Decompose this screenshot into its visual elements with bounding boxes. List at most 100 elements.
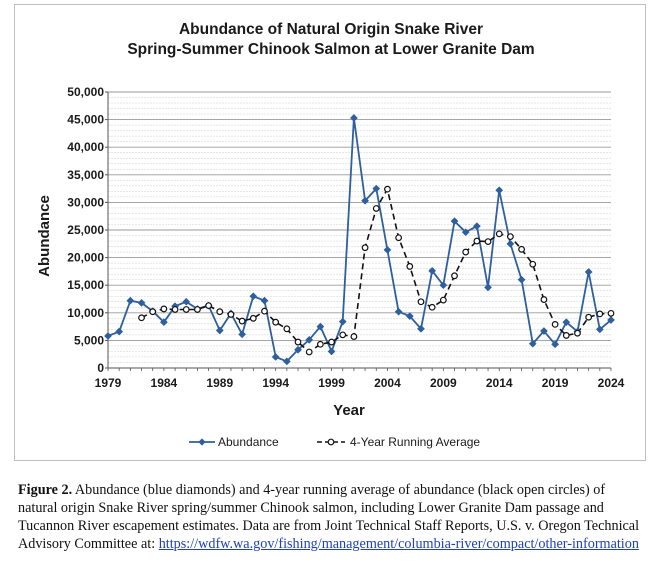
- abundance-point: [506, 239, 515, 248]
- legend-abundance-marker: [198, 438, 206, 446]
- running-average-point: [518, 245, 525, 253]
- x-tick-label: 1994: [262, 376, 289, 390]
- x-tick-label: 1999: [318, 376, 345, 390]
- abundance-point: [528, 339, 537, 348]
- x-tick-label: 1984: [151, 376, 178, 390]
- abundance-point: [472, 222, 481, 231]
- abundance-point: [607, 316, 615, 324]
- running-average-point: [540, 296, 548, 303]
- chart: Abundance of Natural Origin Snake River …: [36, 21, 625, 449]
- x-tick-label: 2024: [598, 376, 625, 390]
- running-average-point: [227, 311, 235, 318]
- abundance-point: [495, 186, 504, 195]
- running-average-point: [261, 307, 268, 315]
- running-average-point: [339, 331, 347, 339]
- abundance-point: [584, 267, 593, 276]
- x-tick-label: 2004: [374, 376, 401, 390]
- y-tick-label: 15,000: [67, 278, 104, 292]
- abundance-point: [182, 297, 191, 306]
- x-tick-label: 2014: [486, 376, 513, 390]
- y-tick-label: 10,000: [67, 306, 104, 320]
- running-average-point: [428, 303, 436, 311]
- caption-text: Abundance (blue diamonds) and 4-year run…: [18, 482, 640, 552]
- abundance-point: [417, 324, 425, 333]
- y-tick-label: 40,000: [67, 140, 104, 154]
- x-tick-label: 2019: [542, 376, 569, 390]
- abundance-point: [305, 335, 314, 344]
- abundance-point: [562, 318, 571, 327]
- running-average-point: [272, 318, 280, 326]
- running-average-point: [473, 237, 481, 245]
- abundance-point: [405, 312, 414, 321]
- running-average-point: [149, 308, 157, 316]
- abundance-line: [107, 117, 612, 363]
- running-average-point: [361, 244, 369, 252]
- abundance-point: [539, 327, 548, 335]
- running-average-point: [205, 302, 213, 310]
- running-average-point: [585, 313, 593, 321]
- figure-caption: Figure 2. Abundance (blue diamonds) and …: [18, 481, 648, 553]
- running-average-point: [495, 230, 503, 238]
- running-average-point: [484, 238, 492, 245]
- abundance-point: [260, 296, 269, 305]
- running-average-point: [395, 234, 403, 242]
- abundance-point: [316, 322, 325, 331]
- running-average-point: [574, 329, 581, 337]
- abundance-point: [461, 228, 470, 237]
- abundance-point: [484, 283, 492, 292]
- x-axis-title: Year: [333, 402, 365, 419]
- y-tick-labels: 0 5,000 10,000 15,000 20,000 25,000 30,000 35,0…: [67, 85, 104, 375]
- y-tick-label: 5,000: [74, 333, 104, 347]
- chart-frame: Abundance of Natural Origin Snake River …: [14, 4, 646, 461]
- grid: [108, 91, 611, 363]
- legend-abundance-label: Abundance: [218, 435, 279, 449]
- running-average-point: [350, 333, 358, 340]
- x-tick-labels: 1979 1984 1989 1994 1999 2004 2009 2014 2019 2024: [95, 376, 625, 390]
- running-average-point: [406, 263, 414, 270]
- chart-title-line1: Abundance of Natural Origin Snake River: [179, 21, 483, 38]
- running-average-point: [182, 306, 190, 313]
- running-average-point: [551, 320, 559, 328]
- running-average-point: [316, 340, 324, 348]
- running-average-point: [294, 338, 302, 346]
- abundance-point: [338, 317, 347, 326]
- running-average-point: [507, 233, 514, 241]
- running-average-point: [462, 248, 470, 256]
- abundance-point: [238, 330, 247, 339]
- chart-title-line2: Spring-Summer Chinook Salmon at Lower Gr…: [127, 41, 534, 58]
- running-average-point: [384, 185, 391, 193]
- y-tick-label: 35,000: [67, 168, 104, 182]
- legend-average-label: 4-Year Running Average: [350, 435, 480, 449]
- abundance-point: [249, 292, 258, 301]
- abundance-point: [394, 307, 403, 316]
- running-average-point: [238, 317, 246, 325]
- caption-link[interactable]: https://wdfw.wa.gov/fishing/management/c…: [158, 536, 639, 552]
- y-tick-label: 50,000: [67, 85, 104, 99]
- y-tick-label: 0: [97, 361, 104, 375]
- series: [104, 113, 615, 366]
- y-tick-label: 20,000: [67, 251, 104, 265]
- abundance-point: [361, 196, 370, 205]
- y-tick-label: 30,000: [67, 195, 104, 209]
- y-axis-title: Abundance: [36, 195, 53, 277]
- running-average-point: [138, 314, 145, 322]
- running-average-point: [417, 298, 425, 306]
- abundance-point: [439, 281, 448, 290]
- legend-average-marker: [327, 438, 335, 446]
- running-average-point: [249, 314, 257, 322]
- running-average-point: [305, 348, 313, 356]
- abundance-point: [595, 325, 604, 334]
- running-average-point: [194, 306, 201, 313]
- abundance-point: [115, 327, 124, 336]
- abundance-point: [450, 217, 459, 226]
- abundance-point: [372, 184, 381, 193]
- abundance-point: [383, 245, 392, 254]
- running-average-point: [451, 272, 458, 280]
- running-average-point: [171, 306, 179, 313]
- x-tick-label: 1979: [95, 376, 122, 390]
- abundance-point: [349, 113, 358, 122]
- running-average-point: [596, 310, 604, 318]
- abundance-point: [551, 340, 560, 349]
- abundance-point: [517, 275, 526, 284]
- x-tick-label: 2009: [430, 376, 457, 390]
